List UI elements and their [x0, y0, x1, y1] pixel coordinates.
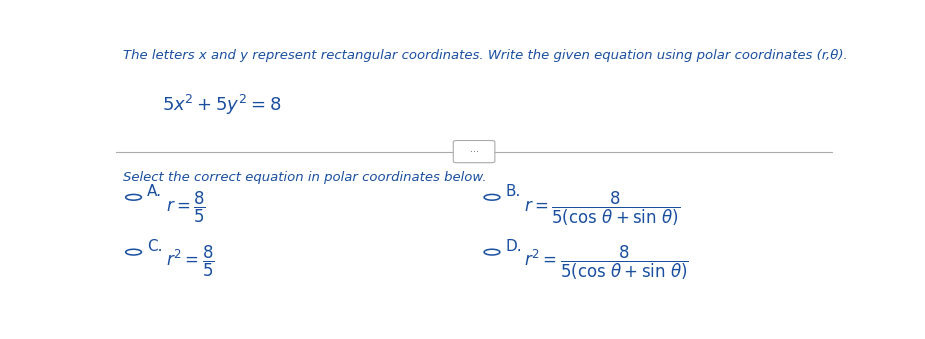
Text: ···: ··· [470, 147, 478, 157]
Text: $r^2 = \dfrac{8}{5(\cos\,\theta + \sin\,\theta)}$: $r^2 = \dfrac{8}{5(\cos\,\theta + \sin\,… [524, 244, 689, 282]
Text: $r^2 = \dfrac{8}{5}$: $r^2 = \dfrac{8}{5}$ [166, 244, 215, 279]
Text: A.: A. [147, 184, 162, 199]
Text: The letters x and y represent rectangular coordinates. Write the given equation : The letters x and y represent rectangula… [123, 48, 847, 61]
Text: B.: B. [506, 184, 521, 199]
Text: $5x^2 + 5y^2 = 8$: $5x^2 + 5y^2 = 8$ [162, 93, 281, 117]
Text: $r = \dfrac{8}{5(\cos\,\theta + \sin\,\theta)}$: $r = \dfrac{8}{5(\cos\,\theta + \sin\,\t… [524, 190, 681, 228]
Text: C.: C. [147, 239, 163, 254]
FancyBboxPatch shape [453, 141, 495, 163]
Text: $r = \dfrac{8}{5}$: $r = \dfrac{8}{5}$ [166, 190, 205, 225]
Text: D.: D. [506, 239, 523, 254]
Text: Select the correct equation in polar coordinates below.: Select the correct equation in polar coo… [123, 171, 487, 184]
